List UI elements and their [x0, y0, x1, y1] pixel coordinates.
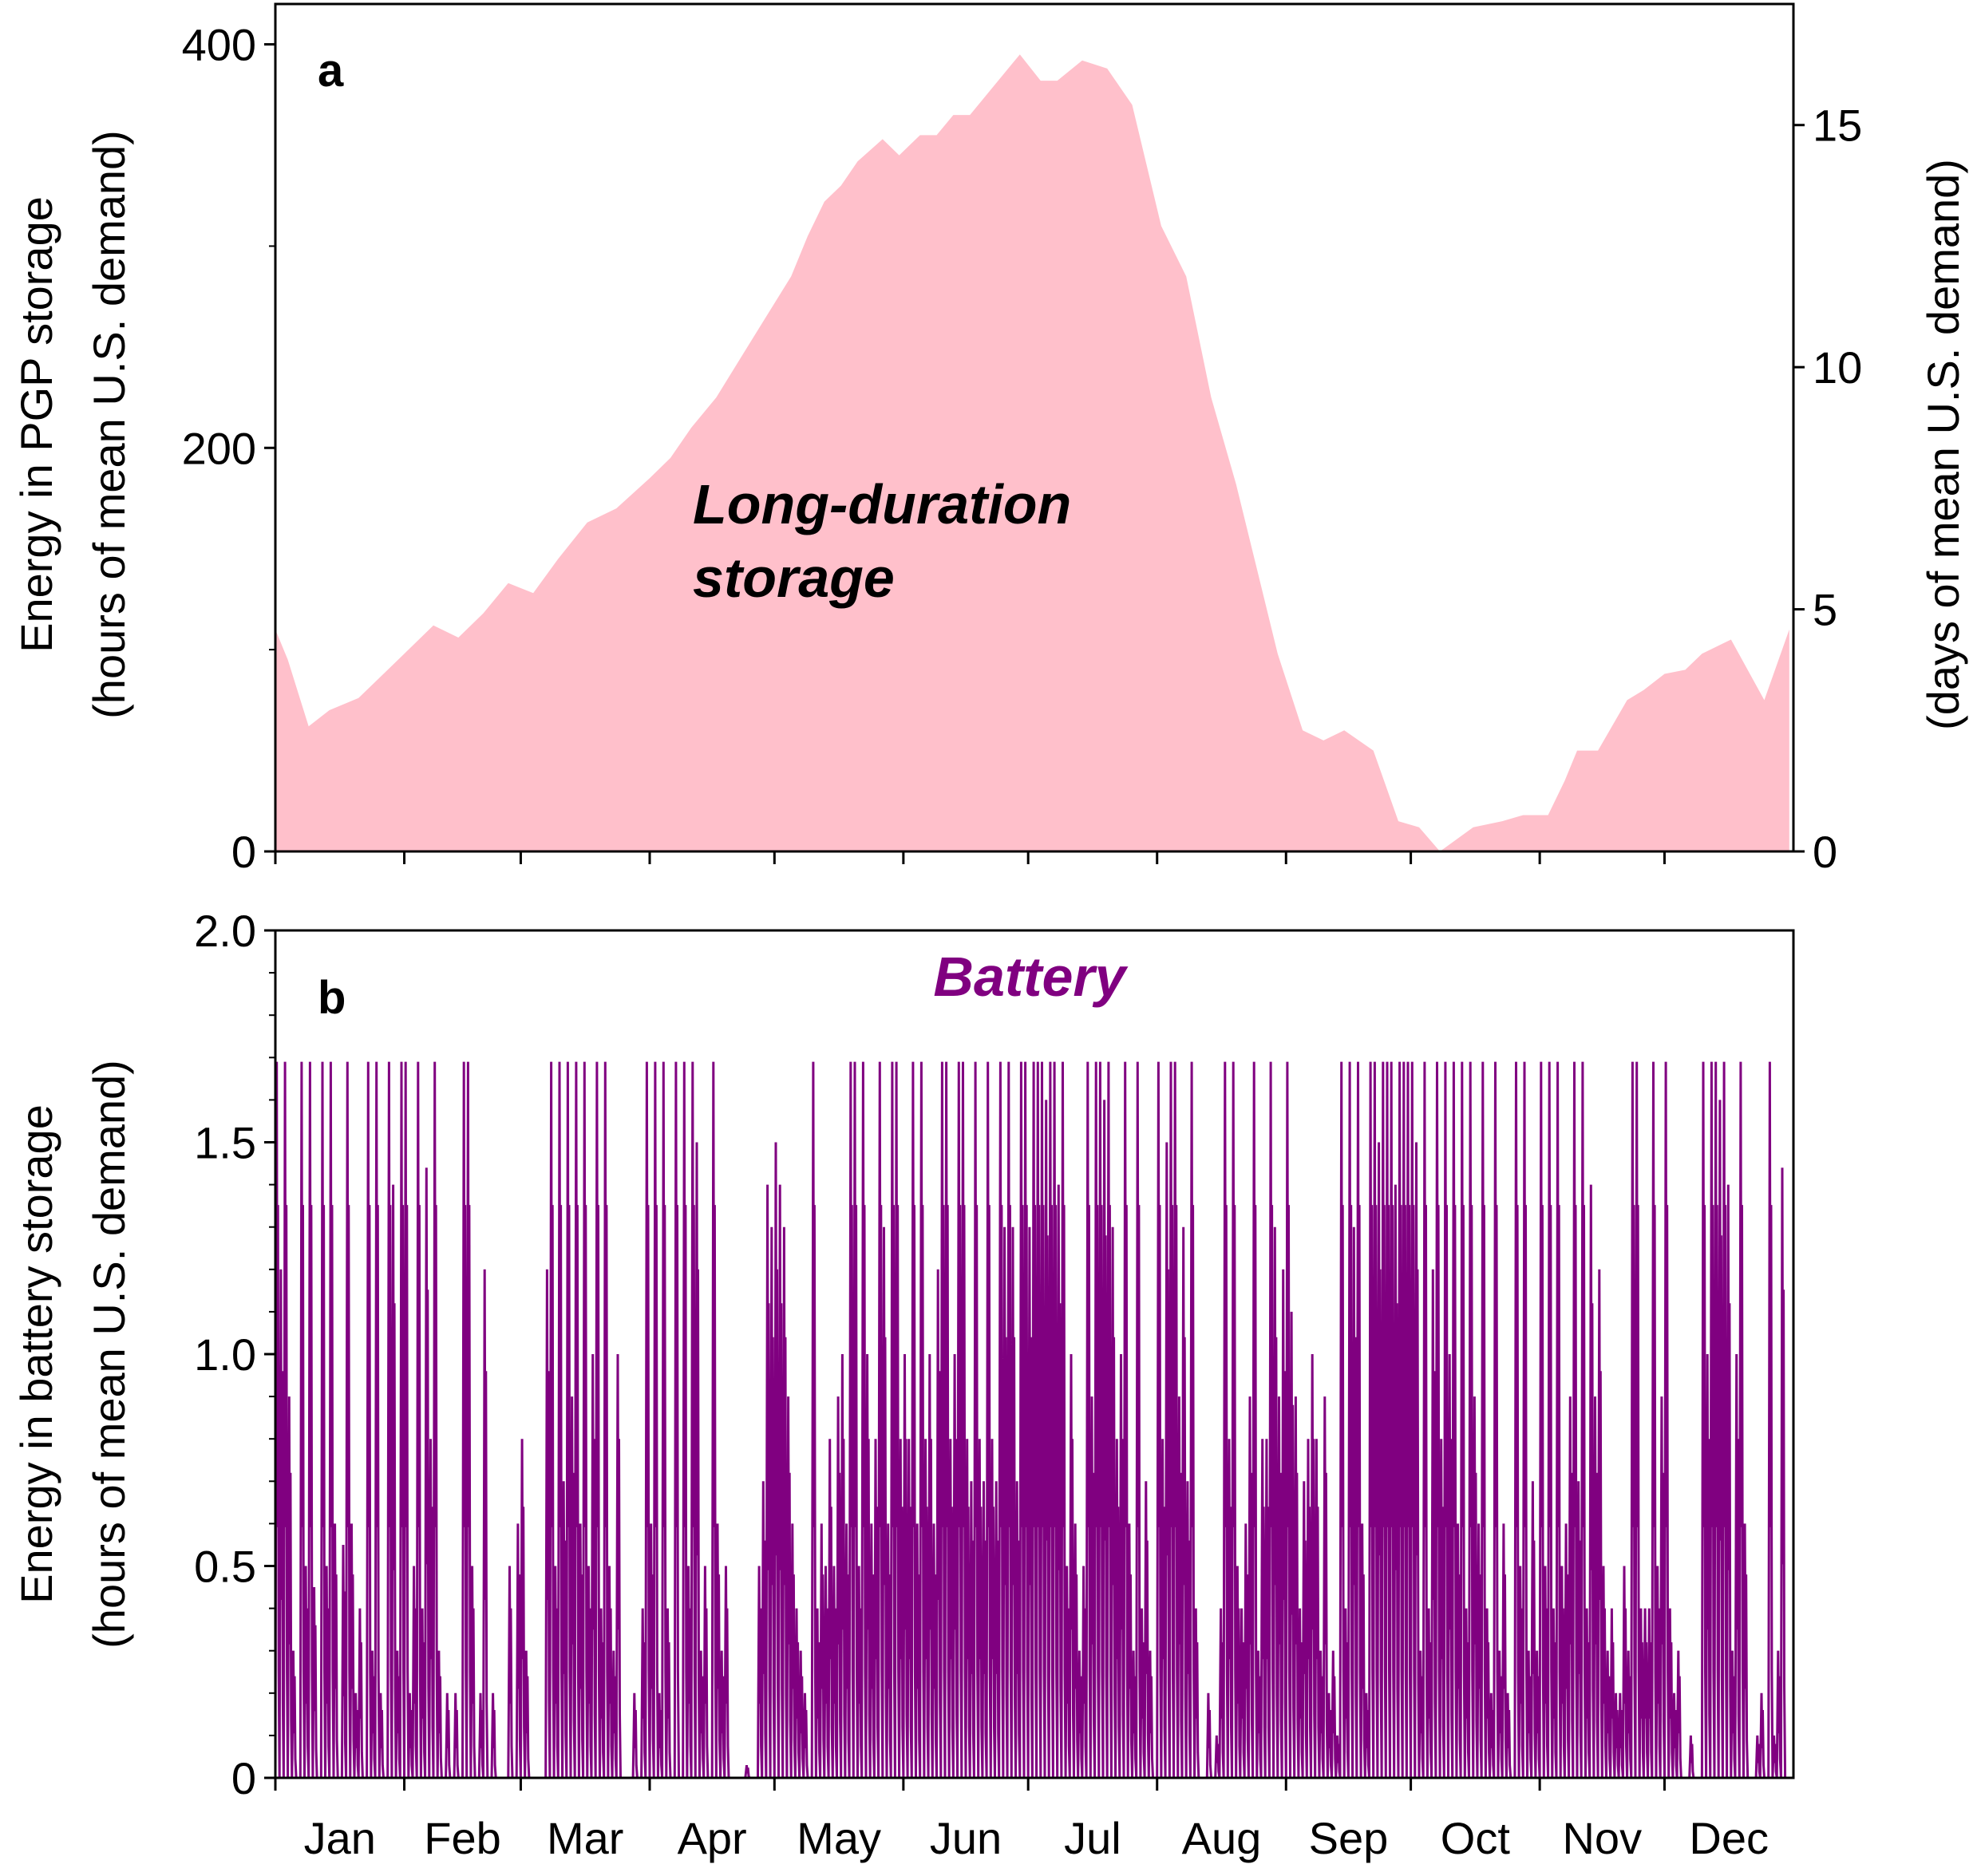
- y2-tick-label: 0: [1813, 827, 1837, 877]
- panel-b-ylabel-line2: (hours of mean U.S. demand): [84, 1060, 134, 1649]
- y-tick-label: 0: [231, 827, 256, 877]
- month-label: Aug: [1182, 1813, 1262, 1863]
- panel-a-ylabel-line2: (hours of mean U.S. demand): [84, 130, 134, 719]
- month-label: Feb: [424, 1813, 501, 1863]
- panel-b-letter: b: [318, 972, 346, 1024]
- month-label: Jun: [930, 1813, 1002, 1863]
- panel-a-x-ticks: [274, 851, 1666, 864]
- y-tick-label: 400: [182, 20, 256, 70]
- battery-storage-line: [274, 1061, 1787, 1779]
- panel-b-x-ticks: [274, 1778, 1666, 1791]
- y2-tick-label: 15: [1813, 101, 1862, 151]
- month-label: Nov: [1562, 1813, 1642, 1863]
- y-tick-label: 200: [182, 423, 256, 473]
- panel-a-frame: [274, 2, 1795, 853]
- panel-a-letter: a: [318, 45, 344, 97]
- panel-a-ylabel-line1: Energy in PGP storage: [11, 196, 61, 653]
- panel-b-y-ticks: 0 0.5 1.0 1.5 2.0: [194, 906, 275, 1803]
- month-labels: Jan Feb Mar Apr May Jun Jul Aug Sep Oct Nov Dec: [304, 1813, 1769, 1863]
- panel-a-pgp-storage: 0 200 400 0 5 10 15 a Long-duration storage E…: [11, 2, 1968, 877]
- month-label: May: [797, 1813, 881, 1863]
- y-tick-label: 0.5: [194, 1542, 256, 1592]
- month-label: Jan: [304, 1813, 376, 1863]
- month-label: Oct: [1441, 1813, 1511, 1863]
- y-tick-label: 1.5: [194, 1118, 256, 1168]
- y-tick-label: 2.0: [194, 906, 256, 956]
- month-label: Sep: [1309, 1813, 1389, 1863]
- y2-tick-label: 10: [1813, 342, 1862, 393]
- panel-b-battery-storage: 0 0.5 1.0 1.5 2.0 Jan Feb Mar Apr May Jun Jul Aug Se…: [11, 906, 1795, 1863]
- panel-a-right-y-ticks: 0 5 10 15: [1793, 101, 1862, 877]
- pgp-annotation-line2: storage: [693, 547, 895, 609]
- y2-tick-label: 5: [1813, 585, 1837, 635]
- battery-annotation: Battery: [933, 946, 1128, 1008]
- month-label: Apr: [678, 1813, 747, 1863]
- month-label: Mar: [547, 1813, 623, 1863]
- panel-a-left-y-ticks: 0 200 400: [182, 20, 275, 877]
- month-label: Jul: [1064, 1813, 1121, 1863]
- month-label: Dec: [1689, 1813, 1769, 1863]
- pgp-storage-area: [275, 54, 1789, 851]
- panel-b-ylabel-line1: Energy in battery storage: [11, 1104, 61, 1604]
- pgp-annotation-line1: Long-duration: [693, 473, 1071, 535]
- y-tick-label: 1.0: [194, 1329, 256, 1380]
- panel-a-y2label: (days of mean U.S. demand): [1918, 159, 1968, 730]
- y-tick-label: 0: [231, 1753, 256, 1803]
